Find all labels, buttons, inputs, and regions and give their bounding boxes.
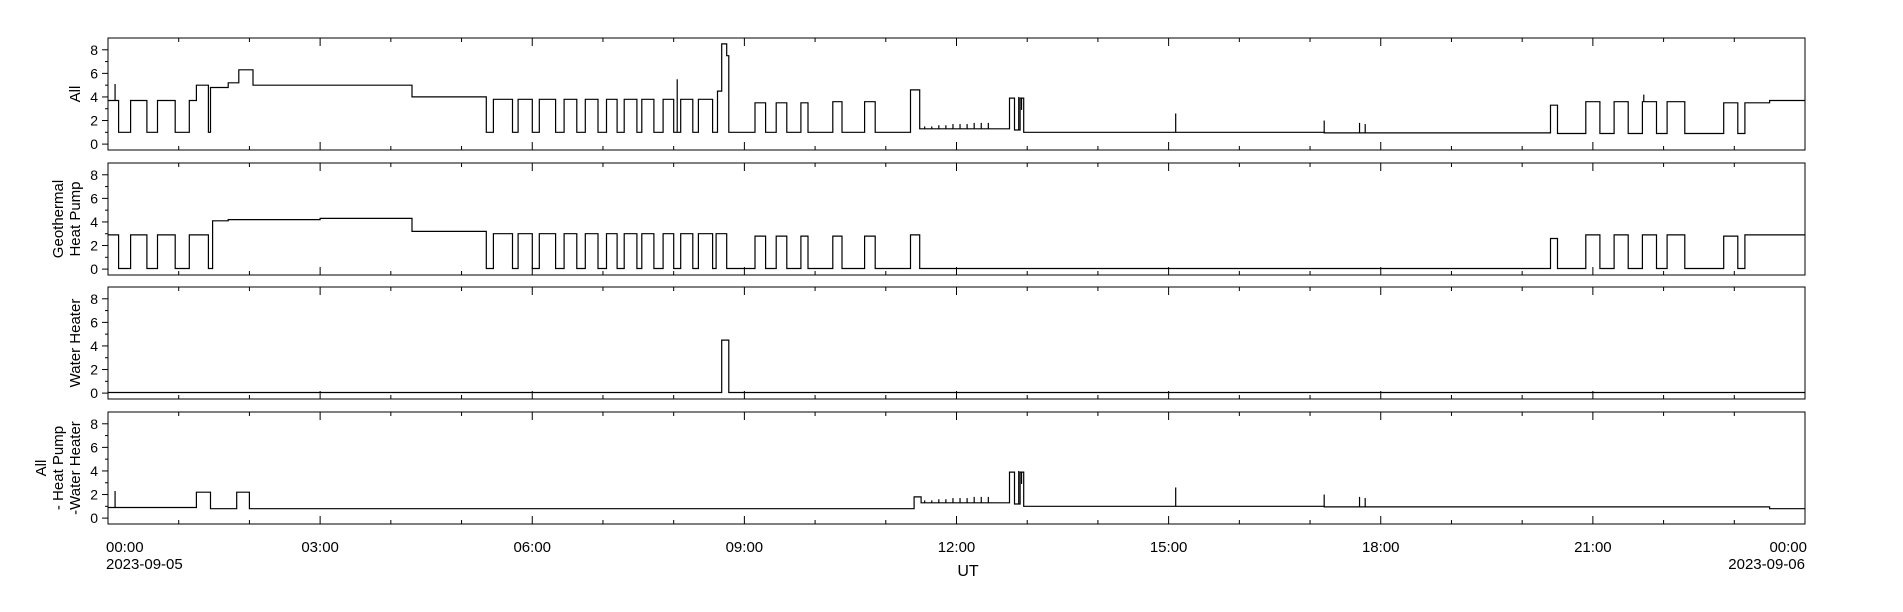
y-tick-label: 4: [90, 214, 98, 230]
panel-3: 0 2 4 6 8 Water Heater: [67, 286, 1806, 401]
y-tick-label: 0: [90, 136, 98, 152]
y-axis-title: All: [33, 460, 50, 477]
y-tick-label: 8: [90, 167, 98, 183]
x-tick-label: 06:00: [513, 539, 551, 556]
series-line: [108, 339, 1805, 394]
y-tick-label: 6: [90, 190, 98, 206]
y-tick-label: 0: [90, 261, 98, 277]
series-line: [108, 43, 1805, 135]
y-tick-label: 0: [90, 385, 98, 401]
y-tick-label: 0: [90, 510, 98, 526]
panel-2: 0 2 4 6 8 Geothermal Heat Pump: [50, 162, 1806, 277]
panels-layer: 0 2 4 6 8 All 0 2 4 6 8 Geothermal Heat Pump 0 2 4 6 8 Wat…: [33, 37, 1806, 526]
panel-1: 0 2 4 6 8 All: [67, 37, 1806, 152]
y-tick-label: 6: [90, 314, 98, 330]
x-tick-label: 03:00: [301, 539, 339, 556]
x-end-date-label: 2023-09-06: [1728, 556, 1805, 573]
y-tick-label: 4: [90, 89, 98, 105]
y-tick-label: 2: [90, 487, 98, 503]
y-tick-label: 4: [90, 338, 98, 354]
y-axis-title: Heat Pump: [67, 181, 84, 256]
x-tick-label: 09:00: [726, 539, 764, 556]
y-tick-label: 2: [90, 113, 98, 129]
x-tick-label: 15:00: [1150, 539, 1188, 556]
y-axis-title: All: [67, 86, 84, 103]
y-axis-title: -Water Heater: [67, 421, 84, 515]
y-axis-title: - Heat Pump: [50, 426, 67, 510]
x-axis: 2023-09-05 2023-09-06 UT 00:00 03:00 06:00…: [106, 539, 1807, 580]
y-tick-label: 8: [90, 291, 98, 307]
y-tick-label: 4: [90, 463, 98, 479]
series-line: [108, 471, 1805, 510]
y-tick-label: 6: [90, 65, 98, 81]
x-tick-label: 00:00: [1769, 539, 1807, 556]
series-line: [108, 217, 1805, 270]
y-tick-label: 2: [90, 362, 98, 378]
x-tick-label: 18:00: [1362, 539, 1400, 556]
y-axis-title: Geothermal: [50, 180, 67, 258]
x-axis-title: UT: [957, 563, 979, 580]
x-tick-label: 21:00: [1574, 539, 1612, 556]
x-tick-label: 00:00: [106, 539, 144, 556]
y-tick-label: 2: [90, 238, 98, 254]
y-tick-label: 8: [90, 416, 98, 432]
panel-frame: [107, 286, 1806, 400]
x-start-date-label: 2023-09-05: [106, 556, 183, 573]
y-axis-title: Water Heater: [67, 299, 84, 388]
x-tick-label: 12:00: [938, 539, 976, 556]
y-tick-label: 6: [90, 439, 98, 455]
y-tick-label: 8: [90, 42, 98, 58]
panel-4: 0 2 4 6 8 All - Heat Pump -Water Heater: [33, 411, 1806, 526]
